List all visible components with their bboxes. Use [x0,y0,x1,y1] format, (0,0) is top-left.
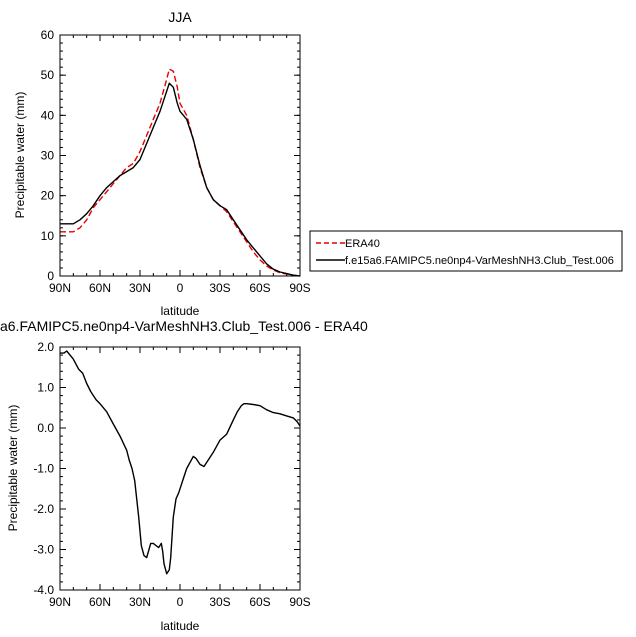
top-y-tick-label: 0 [47,269,54,283]
legend-label-model: f.e15a6.FAMIPC5.ne0np4-VarMeshNH3.Club_T… [345,255,614,267]
bottom-x-tick-label: 30N [129,595,151,609]
bottom-y-tick-label: -3.0 [33,543,54,557]
bottom-chart-ylabel: Precipitable water (mm) [6,405,20,532]
bottom-series-line-0 [60,350,301,575]
bottom-y-tick-label: -2.0 [33,502,54,516]
legend: ERA40 f.e15a6.FAMIPC5.ne0np4-VarMeshNH3.… [309,230,623,272]
top-y-tick-label: 40 [41,108,55,122]
top-x-tick-label: 90N [49,281,71,295]
top-x-tick-label: 60N [89,281,111,295]
bottom-y-tick-label: 1.0 [37,381,54,395]
top-plot-frame [59,34,301,277]
legend-box [309,230,623,272]
bottom-x-tick-label: 30S [209,595,230,609]
top-y-tick-label: 10 [41,229,55,243]
top-x-tick-label: 90S [289,281,310,295]
top-chart-ylabel: Precipitable water (mm) [13,92,27,219]
bottom-y-tick-label: 0.0 [37,421,54,435]
top-chart: JJA 90N 60N 30N 0 30S 60S 90S 0 10 20 30 40 50 60 lat… [13,9,311,318]
top-y-tick-label: 20 [41,189,55,203]
bottom-x-tick-label: 60S [249,595,270,609]
top-x-tick-label: 60S [249,281,270,295]
top-series-line-0 [60,68,301,277]
bottom-x-tick-label: 0 [177,595,184,609]
top-chart-xlabel: latitude [161,304,200,318]
bottom-x-tick-label: 60N [89,595,111,609]
top-x-tick-label: 30S [209,281,230,295]
top-y-tick-label: 30 [41,149,55,163]
legend-label-era40: ERA40 [345,238,380,250]
bottom-y-tick-label: -4.0 [33,583,54,597]
top-chart-title: JJA [168,9,192,25]
top-x-tick-label: 0 [177,281,184,295]
top-x-tick-label: 30N [129,281,151,295]
bottom-plot-frame [59,346,301,591]
bottom-y-tick-label: 2.0 [37,340,54,354]
top-series-line-1 [60,82,301,277]
top-y-tick-label: 50 [41,68,55,82]
bottom-chart: 5a6.FAMIPC5.ne0np4-VarMeshNH3.Club_Test.… [0,318,368,633]
bottom-chart-title: 5a6.FAMIPC5.ne0np4-VarMeshNH3.Club_Test.… [0,318,368,334]
bottom-x-tick-label: 90N [49,595,71,609]
bottom-x-tick-label: 90S [289,595,310,609]
top-y-tick-label: 60 [41,28,55,42]
bottom-chart-xlabel: latitude [161,619,200,633]
bottom-y-tick-label: -1.0 [33,462,54,476]
